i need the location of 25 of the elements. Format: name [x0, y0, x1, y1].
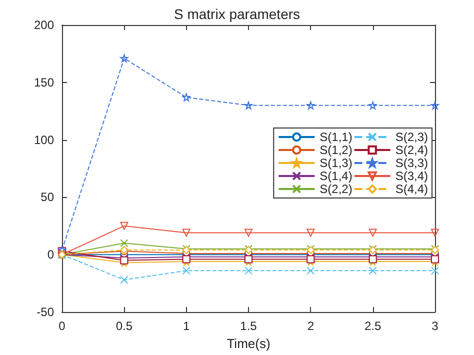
- legend-label: S(1,2): [320, 143, 352, 157]
- legend-label: S(1,3): [320, 156, 352, 170]
- x-tick-label: 1: [182, 319, 190, 333]
- legend-label: S(1,1): [320, 130, 352, 144]
- x-tick-label: 3: [432, 319, 439, 333]
- x-tick-label: 0.5: [116, 319, 133, 333]
- legend-label: S(4,4): [395, 182, 428, 196]
- legend-label: S(1,4): [320, 169, 352, 183]
- legend-label: S(3,3): [395, 156, 428, 170]
- y-tick-label: 150: [34, 75, 54, 90]
- x-tick-label: 0: [58, 319, 66, 333]
- x-tick-label: 2: [307, 319, 314, 333]
- x-tick-label: 2.5: [364, 319, 382, 333]
- y-tick-label: -50: [36, 305, 54, 319]
- x-axis-title: Time(s): [226, 336, 270, 351]
- y-tick-label: 100: [34, 132, 54, 147]
- chart-title: S matrix parameters: [174, 6, 300, 22]
- x-tick-label: 1.5: [240, 319, 258, 333]
- legend-label: S(3,4): [395, 169, 428, 183]
- legend-label: S(2,2): [320, 182, 352, 196]
- y-tick-label: 50: [40, 190, 54, 204]
- y-tick-label: 0: [47, 248, 54, 262]
- y-tick-label: 200: [34, 18, 54, 32]
- legend-label: S(2,3): [395, 130, 428, 144]
- legend-label: S(2,4): [395, 143, 428, 157]
